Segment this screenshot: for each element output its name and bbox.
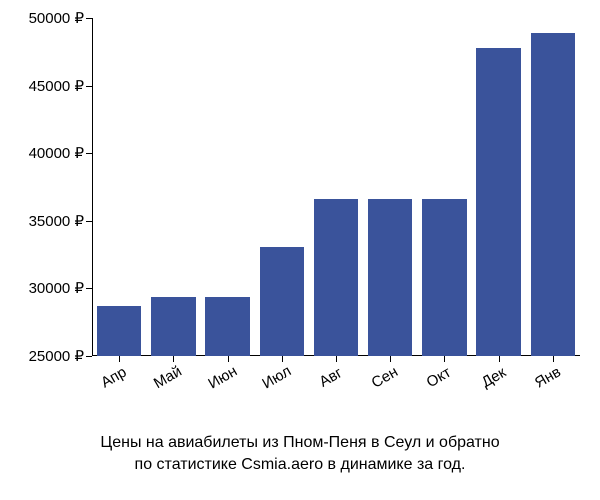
bar <box>205 297 249 356</box>
x-tick-mark <box>390 356 391 362</box>
x-tick-label: Июн <box>205 363 240 393</box>
y-tick-label: 35000 ₽ <box>29 212 92 230</box>
caption-line: по статистике Csmia.aero в динамике за г… <box>0 454 600 476</box>
bar <box>260 247 304 357</box>
x-tick-label: Дек <box>478 364 508 391</box>
x-tick-label: Окт <box>424 364 454 391</box>
x-tick-label: Янв <box>532 363 564 391</box>
x-tick-label: Июл <box>259 363 294 393</box>
x-tick-mark <box>282 356 283 362</box>
bar <box>151 297 195 356</box>
y-tick-label: 30000 ₽ <box>29 279 92 297</box>
chart-caption: Цены на авиабилеты из Пном-Пеня в Сеул и… <box>0 432 600 476</box>
bar <box>368 199 412 356</box>
y-tick-label: 45000 ₽ <box>29 77 92 95</box>
bar <box>422 199 466 356</box>
caption-line: Цены на авиабилеты из Пном-Пеня в Сеул и… <box>0 432 600 454</box>
x-tick-mark <box>119 356 120 362</box>
bar <box>97 306 141 356</box>
x-tick-mark <box>499 356 500 362</box>
x-tick-mark <box>444 356 445 362</box>
bar <box>314 199 358 356</box>
y-axis-line <box>92 18 93 356</box>
plot-area: 25000 ₽30000 ₽35000 ₽40000 ₽45000 ₽50000… <box>92 18 580 356</box>
x-tick-label: Май <box>151 363 185 392</box>
price-chart: 25000 ₽ 30000 ₽ 35000 ₽ 40000 ₽ 45000 ₽ 50000… <box>0 0 600 500</box>
x-tick-label: Сен <box>369 363 401 391</box>
x-tick-label: Авг <box>316 364 345 390</box>
x-tick-mark <box>173 356 174 362</box>
y-tick-label: 50000 ₽ <box>29 9 92 27</box>
x-tick-mark <box>228 356 229 362</box>
x-tick-mark <box>553 356 554 362</box>
bar <box>531 33 575 356</box>
x-tick-mark <box>336 356 337 362</box>
y-tick-label: 25000 ₽ <box>29 347 92 365</box>
x-tick-label: Апр <box>98 364 129 392</box>
bar <box>476 48 520 356</box>
y-tick-label: 40000 ₽ <box>29 144 92 162</box>
